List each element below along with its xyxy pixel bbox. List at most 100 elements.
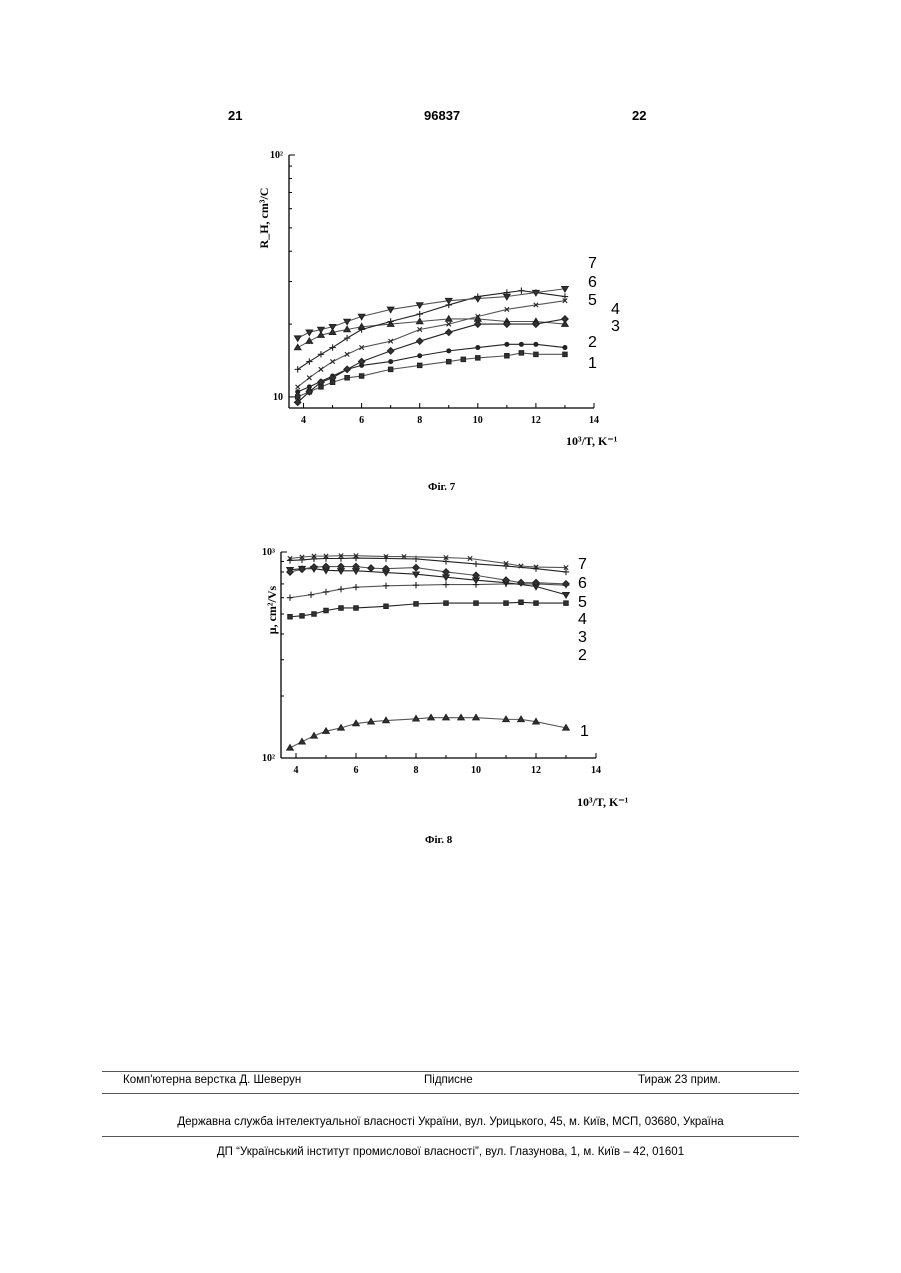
footer-divider-bottom xyxy=(102,1136,799,1137)
data-point xyxy=(446,348,451,353)
data-point xyxy=(306,358,312,364)
data-point xyxy=(388,359,393,364)
series-2-line xyxy=(290,602,566,616)
data-point xyxy=(338,586,344,592)
series-2 xyxy=(288,600,568,619)
data-point xyxy=(318,351,324,357)
x-tick-label: 6 xyxy=(359,415,364,426)
data-point xyxy=(354,606,358,610)
data-point xyxy=(339,606,343,610)
curve-label-3: 3 xyxy=(578,629,587,646)
x-tick-label: 12 xyxy=(531,415,541,426)
data-point xyxy=(475,345,480,350)
data-point xyxy=(287,745,293,750)
x-tick-label: 14 xyxy=(591,765,601,776)
x-tick-label: 6 xyxy=(354,765,359,776)
curve-label-5: 5 xyxy=(588,292,597,309)
data-point xyxy=(534,601,538,605)
y-axis-title: μ, cm²/Vs xyxy=(265,585,279,634)
data-point xyxy=(413,564,419,570)
data-point xyxy=(295,344,301,349)
data-point xyxy=(344,366,350,372)
data-point xyxy=(288,615,292,619)
series-3-line xyxy=(298,319,565,348)
curve-label-1: 1 xyxy=(580,723,589,740)
data-point xyxy=(383,583,389,589)
data-point xyxy=(307,376,311,380)
data-point xyxy=(563,581,569,587)
data-point xyxy=(563,593,569,598)
figure-7-chart: 1010²46810121410³/T, K⁻¹R_H, cm³/C765432… xyxy=(0,0,901,520)
data-point xyxy=(564,601,568,605)
data-point xyxy=(312,612,316,616)
data-point xyxy=(353,584,359,590)
data-point xyxy=(308,592,314,598)
figure-8-caption: Фіг. 8 xyxy=(425,834,452,846)
data-point xyxy=(417,338,423,344)
data-point xyxy=(295,389,300,394)
data-point xyxy=(518,287,524,293)
data-point xyxy=(344,335,350,341)
y-tick-label: 10 xyxy=(273,392,283,403)
layout-credit: Комп'ютерна верстка Д. Шеверун xyxy=(123,1074,301,1086)
x-tick-label: 10 xyxy=(471,765,481,776)
institute-address: ДП “Український інститут промислової вла… xyxy=(0,1146,901,1158)
data-point xyxy=(519,600,523,604)
data-point xyxy=(417,353,422,358)
subscription-note: Підписне xyxy=(424,1074,473,1086)
curve-label-1: 1 xyxy=(588,355,597,372)
data-point xyxy=(443,581,449,587)
data-point xyxy=(563,352,567,356)
data-point xyxy=(295,366,301,372)
data-point xyxy=(345,376,349,380)
data-point xyxy=(295,336,301,341)
curve-label-4: 4 xyxy=(578,611,587,628)
series-1 xyxy=(287,714,569,750)
x-tick-label: 4 xyxy=(294,765,299,776)
x-tick-label: 14 xyxy=(589,415,599,426)
data-point xyxy=(330,359,334,363)
series-3-line xyxy=(290,584,566,598)
data-point xyxy=(519,351,523,355)
x-tick-label: 8 xyxy=(417,415,422,426)
x-tick-label: 4 xyxy=(301,415,306,426)
curve-label-7: 7 xyxy=(578,556,587,573)
data-point xyxy=(345,352,349,356)
data-point xyxy=(447,359,451,363)
footer-divider-top xyxy=(102,1071,799,1072)
curve-label-3: 3 xyxy=(611,318,620,335)
data-point xyxy=(475,321,481,327)
data-point xyxy=(473,561,479,567)
y-tick-label: 10² xyxy=(262,753,275,764)
data-point xyxy=(504,342,509,347)
figure-8-chart: 10²10³46810121410³/T, K⁻¹μ, cm²/Vs765432… xyxy=(0,520,901,840)
data-point xyxy=(306,338,312,343)
data-point xyxy=(324,608,328,612)
data-point xyxy=(461,357,465,361)
data-point xyxy=(319,367,323,371)
curve-label-7: 7 xyxy=(588,255,597,272)
series-7-line xyxy=(290,556,566,568)
curve-label-4: 4 xyxy=(611,301,620,318)
x-axis-title: 10³/T, K⁻¹ xyxy=(566,434,618,448)
data-point xyxy=(287,595,293,601)
axes: 10²10³46810121410³/T, K⁻¹μ, cm²/Vs xyxy=(262,547,629,809)
data-point xyxy=(562,345,567,350)
data-point xyxy=(413,582,419,588)
data-point xyxy=(476,356,480,360)
data-point xyxy=(384,604,388,608)
x-tick-label: 8 xyxy=(414,765,419,776)
data-point xyxy=(474,601,478,605)
x-tick-label: 10 xyxy=(473,415,483,426)
y-tick-label: 10² xyxy=(270,150,283,161)
data-point xyxy=(562,316,568,322)
data-point xyxy=(505,354,509,358)
data-point xyxy=(359,374,363,378)
series-2 xyxy=(295,342,567,394)
data-point xyxy=(368,565,374,571)
data-point xyxy=(519,342,524,347)
data-point xyxy=(300,614,304,618)
data-point xyxy=(414,602,418,606)
curve-label-6: 6 xyxy=(578,575,587,592)
series-3 xyxy=(287,581,569,601)
